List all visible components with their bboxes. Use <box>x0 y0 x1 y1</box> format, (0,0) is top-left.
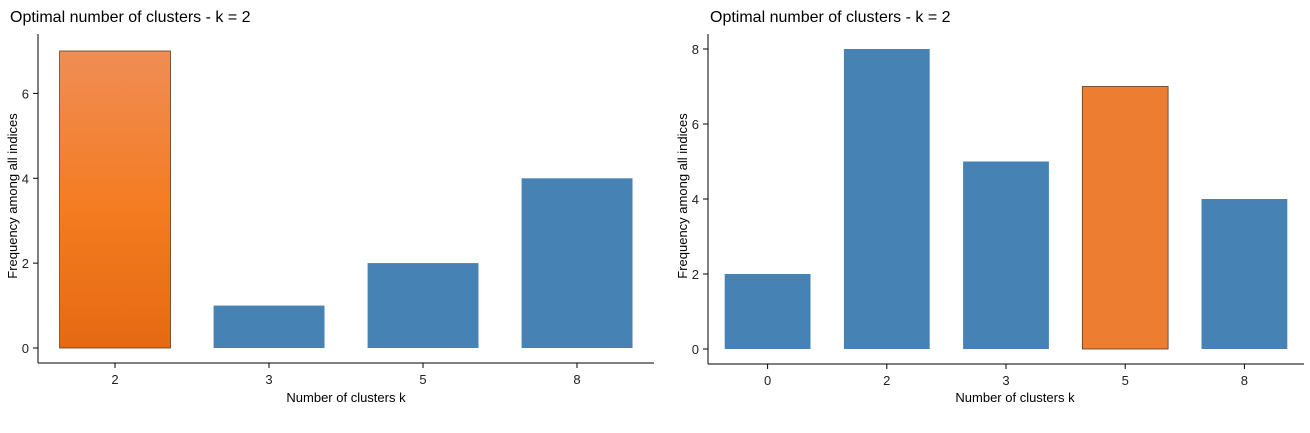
x-tick-label: 2 <box>111 372 118 387</box>
y-tick-label: 6 <box>692 117 699 132</box>
x-tick-label: 5 <box>419 372 426 387</box>
bar-5 <box>1081 86 1169 350</box>
x-tick-label: 2 <box>883 373 890 388</box>
y-tick-label: 4 <box>692 192 699 207</box>
bar-5 <box>367 263 479 348</box>
bars <box>59 50 633 349</box>
y-tick-label: 4 <box>22 171 29 186</box>
chart-title: Optimal number of clusters - k = 2 <box>10 9 251 26</box>
x-tick-label: 3 <box>1002 373 1009 388</box>
x-tick-label: 0 <box>764 373 771 388</box>
x-ticks: 0 2 3 5 8 <box>764 364 1248 388</box>
y-tick-label: 0 <box>22 341 29 356</box>
y-tick-label: 8 <box>692 42 699 57</box>
y-ticks: 0 2 4 6 <box>22 86 38 356</box>
x-axis-label: Number of clusters k <box>286 390 406 405</box>
x-axis-label: Number of clusters k <box>955 390 1075 405</box>
chart-title: Optimal number of clusters - k = 2 <box>710 9 951 26</box>
y-axis-label: Frequency among all indices <box>5 113 20 279</box>
y-tick-label: 2 <box>22 256 29 271</box>
chart-right: Optimal number of clusters - k = 2 Frequ… <box>675 9 1304 405</box>
bar-3 <box>213 305 325 348</box>
y-ticks: 0 2 4 6 8 <box>692 42 708 357</box>
y-tick-label: 0 <box>692 342 699 357</box>
bars <box>724 49 1288 350</box>
bar-8 <box>1201 199 1288 349</box>
y-tick-label: 6 <box>22 86 29 101</box>
chart-left: Optimal number of clusters - k = 2 Frequ… <box>5 9 654 405</box>
bar-0 <box>724 274 811 349</box>
bar-2 <box>843 49 930 349</box>
x-tick-label: 8 <box>1241 373 1248 388</box>
bar-8 <box>521 178 633 348</box>
x-tick-label: 8 <box>573 372 580 387</box>
bar-3 <box>963 161 1049 349</box>
x-tick-label: 5 <box>1122 373 1129 388</box>
x-tick-label: 3 <box>265 372 272 387</box>
x-ticks: 2 3 5 8 <box>111 363 581 387</box>
bar-2 <box>59 50 171 349</box>
y-tick-label: 2 <box>692 267 699 282</box>
y-axis-label: Frequency among all indices <box>675 113 690 279</box>
